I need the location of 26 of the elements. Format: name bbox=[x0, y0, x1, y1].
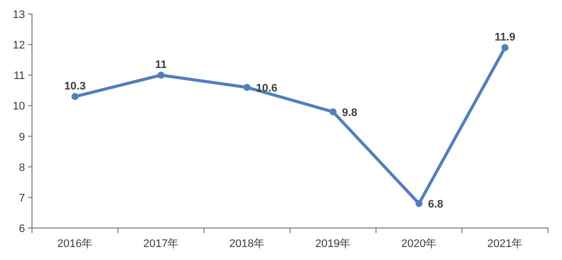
data-label: 11.9 bbox=[494, 32, 516, 44]
y-tick-label: 11 bbox=[14, 70, 25, 82]
point bbox=[158, 72, 164, 79]
data-label: 9.8 bbox=[342, 106, 358, 119]
y-tick-label: 8 bbox=[18, 162, 25, 174]
data-label: 10.3 bbox=[64, 80, 86, 93]
x-tick-label: 2018年 bbox=[229, 238, 265, 250]
data-label: 6.8 bbox=[428, 198, 444, 211]
y-tick-label: 12 bbox=[12, 40, 25, 52]
data-label: 11 bbox=[155, 59, 167, 72]
point bbox=[244, 84, 250, 91]
point bbox=[416, 200, 422, 208]
y-tick-label: 9 bbox=[18, 131, 25, 144]
x-tick-label: 2021年 bbox=[487, 238, 523, 250]
y-tick-label: 10 bbox=[12, 100, 25, 113]
y-tick-label: 7 bbox=[18, 192, 25, 204]
x-tick-label: 2016年 bbox=[57, 238, 93, 250]
x-tick-label: 2017年 bbox=[143, 238, 179, 250]
x-tick-label: 2019年 bbox=[315, 238, 351, 250]
point bbox=[330, 108, 336, 116]
x-tick-label: 2020年 bbox=[401, 238, 437, 250]
point bbox=[72, 93, 78, 100]
y-tick-label: 13 bbox=[12, 9, 25, 21]
data-label: 10.6 bbox=[256, 82, 278, 94]
point bbox=[502, 44, 508, 52]
y-tick-label: 6 bbox=[18, 223, 25, 235]
